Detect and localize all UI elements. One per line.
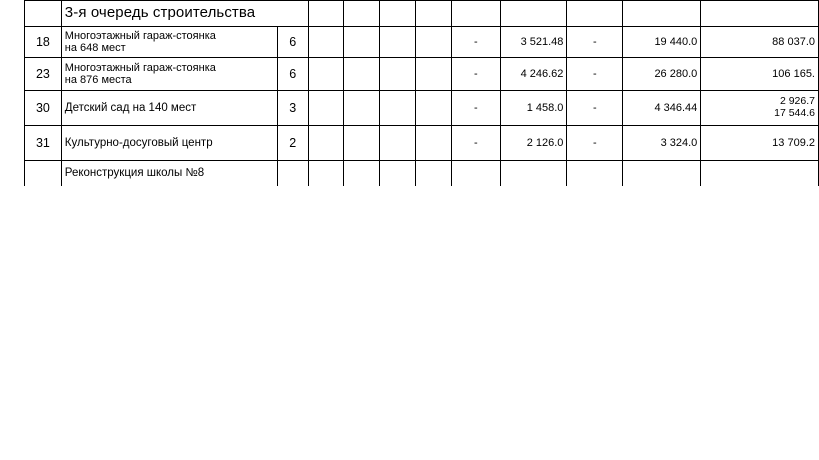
row-empty-1 (307, 125, 345, 161)
row-number (24, 160, 62, 186)
row-number: 30 (24, 90, 62, 126)
section-title-number-cell (24, 0, 62, 27)
row-empty-2 (343, 160, 381, 186)
row-quantity: 2 (276, 125, 309, 161)
row-number: 23 (24, 57, 62, 91)
title-spacer-8 (622, 0, 702, 27)
row-dash-1 (451, 160, 501, 186)
table-row: 30 Детский сад на 140 мест 3 - 1 458.0 -… (24, 90, 819, 126)
title-spacer-4 (415, 0, 452, 27)
row-empty-3 (379, 57, 417, 91)
row-object-name-line2: на 876 места (64, 74, 132, 86)
row-empty-2 (343, 125, 381, 161)
row-quantity: 3 (276, 90, 309, 126)
row-dash-1: - (451, 57, 501, 91)
row-value-2: 4 346.44 (622, 90, 702, 126)
row-value-3: 13 709.2 (700, 125, 819, 161)
title-spacer-5 (451, 0, 501, 27)
row-object-name: Культурно-досуговый центр (60, 125, 278, 161)
section-title-row: 3-я очередь строительства (24, 0, 819, 27)
row-value-2: 19 440.0 (622, 26, 702, 58)
title-spacer-1 (307, 0, 345, 27)
row-object-name-line2: на 648 мест (64, 42, 126, 54)
row-value-3: 2 926.7 17 544.6 (700, 90, 819, 126)
row-dash-1: - (451, 26, 501, 58)
title-spacer-3 (379, 0, 417, 27)
row-value-1: 4 246.62 (499, 57, 568, 91)
row-empty-1 (307, 160, 345, 186)
row-empty-1 (307, 26, 345, 58)
title-spacer-7 (566, 0, 624, 27)
row-number: 18 (24, 26, 62, 58)
row-empty-4 (415, 125, 452, 161)
row-number: 31 (24, 125, 62, 161)
row-object-name-line1: Многоэтажный гараж-стоянка (64, 61, 216, 74)
title-spacer-6 (499, 0, 568, 27)
title-spacer-2 (343, 0, 381, 27)
row-value-2 (622, 160, 702, 186)
section-title-text: 3-я очередь строительства (60, 0, 309, 27)
row-object-name: Детский сад на 140 мест (60, 90, 278, 126)
row-dash-2: - (566, 26, 624, 58)
row-empty-1 (307, 90, 345, 126)
row-empty-3 (379, 160, 417, 186)
row-value-3: 106 165. (700, 57, 819, 91)
title-spacer-9 (700, 0, 819, 27)
row-empty-3 (379, 90, 417, 126)
construction-cost-table: 3-я очередь строительства 18 Многоэтажны… (24, 0, 819, 186)
table-row: 31 Культурно-досуговый центр 2 - 2 126.0… (24, 125, 819, 161)
row-empty-4 (415, 160, 452, 186)
row-dash-2: - (566, 90, 624, 126)
row-empty-4 (415, 57, 452, 91)
row-empty-4 (415, 90, 452, 126)
row-empty-2 (343, 90, 381, 126)
row-empty-2 (343, 26, 381, 58)
row-object-name-line1: Многоэтажный гараж-стоянка (64, 29, 216, 42)
table-row: 18 Многоэтажный гараж-стоянка на 648 мес… (24, 26, 819, 58)
row-quantity: 6 (276, 26, 309, 58)
row-dash-2 (566, 160, 624, 186)
row-value-2: 26 280.0 (622, 57, 702, 91)
row-dash-1: - (451, 125, 501, 161)
row-object-name: Многоэтажный гараж-стоянка на 876 места (60, 57, 278, 91)
row-value-3 (700, 160, 819, 186)
row-dash-1: - (451, 90, 501, 126)
table-row: 23 Многоэтажный гараж-стоянка на 876 мес… (24, 57, 819, 91)
row-object-name: Многоэтажный гараж-стоянка на 648 мест (60, 26, 278, 58)
row-empty-2 (343, 57, 381, 91)
row-empty-1 (307, 57, 345, 91)
row-empty-3 (379, 125, 417, 161)
row-object-name: Реконструкция школы №8 (60, 160, 278, 186)
row-quantity: 6 (276, 57, 309, 91)
row-dash-2: - (566, 125, 624, 161)
document-viewport: 3-я очередь строительства 18 Многоэтажны… (0, 0, 819, 186)
row-value-1: 3 521.48 (499, 26, 568, 58)
table-row: Реконструкция школы №8 (24, 160, 819, 186)
row-value-1 (499, 160, 568, 186)
row-quantity (276, 160, 309, 186)
row-empty-3 (379, 26, 417, 58)
row-value-3: 88 037.0 (700, 26, 819, 58)
row-value-3-line2: 17 544.6 (774, 107, 815, 119)
row-dash-2: - (566, 57, 624, 91)
row-value-2: 3 324.0 (622, 125, 702, 161)
row-value-1: 2 126.0 (499, 125, 568, 161)
row-value-1: 1 458.0 (499, 90, 568, 126)
row-empty-4 (415, 26, 452, 58)
row-value-3-line1: 2 926.7 (779, 95, 815, 108)
